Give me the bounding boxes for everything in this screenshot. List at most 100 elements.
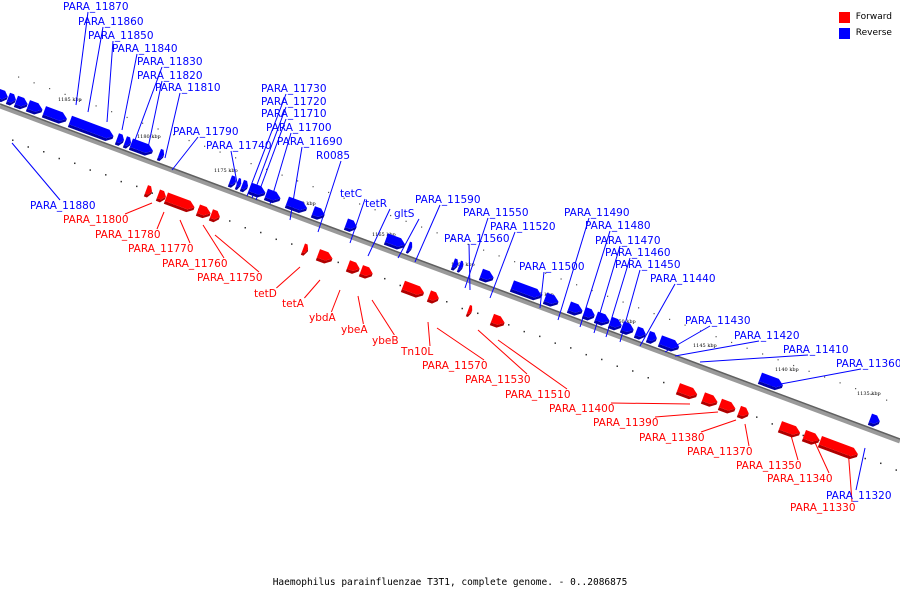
scale-dot xyxy=(802,434,804,437)
reverse-gene-label: PARA_11710 xyxy=(261,108,327,120)
reverse-gene-label: tetR xyxy=(365,198,387,210)
reverse-gene-label: PARA_11590 xyxy=(415,194,481,206)
scale-dot xyxy=(142,122,144,124)
scale-dot xyxy=(359,203,361,205)
scale-dot xyxy=(27,146,29,148)
scale-dot xyxy=(260,231,262,234)
scale-dot xyxy=(622,301,624,303)
reverse-label-connector xyxy=(106,40,114,123)
reverse-gene-label: PARA_11490 xyxy=(564,207,630,219)
reverse-label-connector xyxy=(639,283,676,347)
forward-gene-label: ybeB xyxy=(372,335,399,347)
forward-gene-arrow xyxy=(345,260,360,274)
scale-dot xyxy=(250,163,252,165)
scale-dot xyxy=(539,335,541,338)
reverse-gene-arrow xyxy=(239,179,249,193)
reverse-label-connector xyxy=(699,354,809,363)
scale-tick-label: 1185 kbp xyxy=(58,97,82,103)
forward-label-connector xyxy=(156,211,165,230)
label-connectors xyxy=(11,11,866,503)
reverse-label-connector xyxy=(674,340,760,357)
legend-reverse: Reverse xyxy=(838,25,892,41)
scale-dot xyxy=(864,457,866,460)
scale-dot xyxy=(80,99,82,101)
scale-dot xyxy=(731,341,733,344)
forward-gene-arrow xyxy=(717,398,736,414)
forward-label-connector xyxy=(436,327,485,361)
forward-label-connector xyxy=(371,299,395,336)
scale-dot xyxy=(808,370,810,372)
reverse-gene-label: PARA_11430 xyxy=(685,315,751,327)
reverse-gene-arrow xyxy=(343,218,357,232)
legend: Forward Reverse xyxy=(838,9,892,41)
scale-dot xyxy=(291,243,293,245)
reverse-label-connector xyxy=(147,80,163,149)
forward-gene-arrow xyxy=(465,304,473,317)
forward-gene-arrow xyxy=(300,243,309,256)
reverse-gene-arrow xyxy=(657,335,680,352)
reverse-gene-arrow xyxy=(284,196,308,214)
reverse-label-connector xyxy=(489,231,516,299)
reverse-gene-label: PARA_11740 xyxy=(206,140,272,152)
forward-gene-label: ybeA xyxy=(341,324,368,336)
scale-dot xyxy=(585,353,587,356)
scale-dot xyxy=(638,307,640,309)
scale-tick-label: 1140 kbp xyxy=(775,367,799,373)
scale-dot xyxy=(275,238,277,241)
scale-dot xyxy=(824,376,826,378)
reverse-label-connector xyxy=(539,271,545,309)
forward-label-connector xyxy=(202,224,225,259)
reverse-gene-label: PARA_11820 xyxy=(137,70,203,82)
scale-dot xyxy=(58,157,60,160)
forward-label-connector xyxy=(477,329,528,375)
forward-gene-label: PARA_11750 xyxy=(197,272,263,284)
reverse-gene-arrow xyxy=(509,280,542,301)
reverse-gene-label: PARA_11860 xyxy=(78,16,144,28)
scale-dot xyxy=(281,174,283,176)
scale-dot xyxy=(111,111,113,113)
scale-dot xyxy=(33,82,35,84)
reverse-gene-arrow xyxy=(383,233,406,250)
scale-dot xyxy=(244,227,246,229)
scale-dot xyxy=(554,342,556,344)
scale-dot xyxy=(855,388,857,390)
forward-gene-label: PARA_11340 xyxy=(767,473,833,485)
forward-gene-arrow xyxy=(489,313,505,328)
reverse-gene-label: PARA_11440 xyxy=(650,273,716,285)
reverse-gene-arrow xyxy=(867,413,880,427)
forward-label-connector xyxy=(497,339,568,390)
reverse-gene-arrow xyxy=(607,316,622,331)
scale-dot xyxy=(343,197,345,199)
scale-dot xyxy=(793,364,795,367)
reverse-gene-arrow xyxy=(41,106,67,124)
reverse-gene-label: PARA_11850 xyxy=(88,30,154,42)
forward-gene-arrow xyxy=(700,392,718,407)
reverse-gene-arrow xyxy=(114,133,124,146)
forward-gene-arrow xyxy=(195,204,211,219)
legend-forward: Forward xyxy=(838,9,892,25)
reverse-gene-arrow xyxy=(633,326,646,340)
reverse-gene-arrow xyxy=(310,206,325,220)
reverse-label-connector xyxy=(557,217,590,321)
scale-dot xyxy=(514,261,516,263)
scale-dot xyxy=(576,284,578,286)
reverse-gene-label: PARA_11700 xyxy=(266,122,332,134)
reverse-gene-arrow xyxy=(478,268,494,283)
forward-gene-arrow xyxy=(736,405,749,419)
forward-gene-arrow xyxy=(400,280,425,298)
reverse-label-connector xyxy=(367,208,391,257)
scale-dot xyxy=(461,307,463,310)
scale-tick-label: 1145 kbp xyxy=(693,343,717,349)
legend-reverse-label: Reverse xyxy=(855,28,892,38)
reverse-gene-label: PARA_11720 xyxy=(261,96,327,108)
forward-gene-arrow xyxy=(675,383,698,400)
forward-label-connector xyxy=(124,202,153,215)
reverse-gene-arrow xyxy=(13,95,28,110)
reverse-label-connector xyxy=(397,218,420,259)
forward-swatch xyxy=(838,11,850,23)
scale-dot xyxy=(390,214,392,217)
reverse-gene-label: PARA_11320 xyxy=(826,490,892,502)
scale-dot xyxy=(120,180,122,183)
scale-dot xyxy=(715,336,717,338)
scale-dot xyxy=(328,191,330,194)
